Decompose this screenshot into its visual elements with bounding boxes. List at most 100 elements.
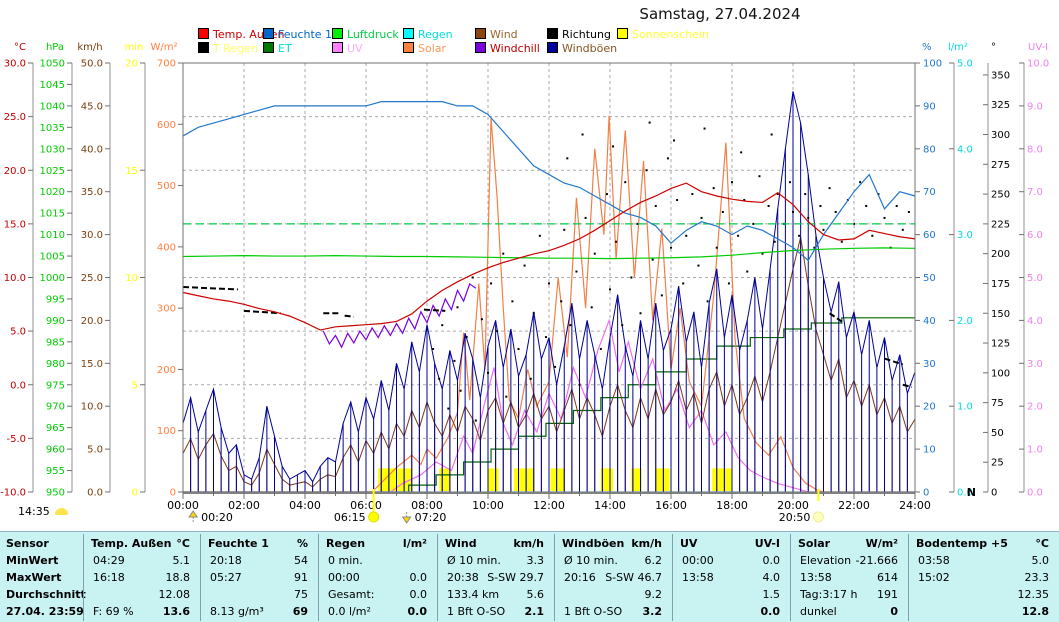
axis-label: 1030 [40, 144, 65, 155]
axis-label: 16:00 [655, 499, 687, 512]
axis-label: -10.0 [0, 488, 26, 499]
legend-label: T Regen [213, 42, 258, 55]
summary-table: Sensor MinWert MaxWert Durchschnitt 27.04. 2… [0, 531, 1059, 622]
axis-label: 225 [991, 219, 1010, 230]
table-cell: S-SW 46.7 [605, 571, 662, 584]
sunrise-icon [368, 511, 380, 523]
axis-label: 200 [991, 249, 1010, 260]
table-cell: 9.2 [644, 588, 663, 601]
table-cell: 20:38 [447, 571, 479, 584]
table-cell: 1.5 [762, 588, 781, 601]
legend-item: Windböen [547, 42, 617, 55]
axis-label: 8.0 [1027, 144, 1043, 155]
axis-left-min: min 0 5 10 15 20 [125, 42, 146, 499]
axis-label: 975 [46, 380, 65, 391]
legend-swatch-icon [198, 28, 209, 39]
table-cell: 00:00 [682, 554, 714, 567]
axis-label: 955 [46, 466, 65, 477]
table-cell: Tag:3:17 h [800, 588, 858, 601]
axis-label: 1025 [40, 166, 65, 177]
axis-label: 1010 [40, 230, 65, 241]
legend-item: Regen [403, 28, 453, 41]
legend-swatch-icon [475, 28, 486, 39]
axis-label: 275 [991, 160, 1010, 171]
legend-label: Luftdruck [347, 28, 399, 41]
axis-label: 15 [125, 166, 138, 177]
table-cell: -21.666 [855, 554, 898, 567]
table-cell: Ø 10 min. [564, 554, 618, 567]
table-cell: 27.04. 23:59 [6, 605, 84, 618]
table-cell: 0.0 [407, 605, 428, 618]
table-cell: Solar [798, 537, 831, 550]
axis-label: 50 [923, 273, 936, 284]
table-cell: MaxWert [6, 571, 62, 584]
sunset-icon [812, 511, 824, 523]
legend-swatch-icon [403, 42, 414, 53]
axis-label: 10 [125, 273, 138, 284]
series-uv [183, 318, 915, 493]
axis-label: 0.0 [87, 488, 103, 499]
moonset-arrow-icon [401, 516, 412, 524]
axis-label: 10.0 [4, 273, 26, 284]
table-cell: 2.1 [524, 605, 545, 618]
axis-label: 175 [991, 279, 1010, 290]
axis-label: 08:00 [411, 499, 443, 512]
table-cell: 13:58 [800, 571, 832, 584]
axis-label: 25.0 [81, 273, 103, 284]
axis-label: 02:00 [228, 499, 260, 512]
axis-label: 04:00 [289, 499, 321, 512]
legend-swatch-icon [617, 28, 628, 39]
table-divider [554, 534, 555, 621]
table-cell: km/h [513, 537, 544, 550]
axis-label: 5 [132, 380, 138, 391]
legend-label: Richtung [562, 28, 611, 41]
table-cell: Temp. Außen [91, 537, 172, 550]
series-humidity [182, 101, 916, 262]
table-cell: S-SW 29.7 [487, 571, 544, 584]
axis-label: 325 [991, 100, 1010, 111]
legend-swatch-icon [332, 42, 343, 53]
axis-label: 4.0 [1027, 316, 1043, 327]
axis-label: 00:00 [167, 499, 199, 512]
axis-label: 50 [991, 428, 1004, 439]
table-cell: 0 min. [328, 554, 363, 567]
table-cell: 0.0 [409, 588, 428, 601]
table-cell: 3.2 [642, 605, 663, 618]
table-cell: 5.1 [172, 554, 191, 567]
table-cell: 20:16 [564, 571, 596, 584]
axis-label: 1020 [40, 187, 65, 198]
table-cell: 15:02 [918, 571, 950, 584]
legend-swatch-icon [198, 42, 209, 53]
axis-label: 2.0 [957, 316, 973, 327]
axis-label: 5.0 [10, 327, 26, 338]
legend-swatch-icon [547, 28, 558, 39]
axis-label: 80 [923, 144, 936, 155]
axis-label: 0.0 [957, 488, 973, 499]
table-cell: 1 Bft O-SO [564, 605, 623, 618]
axis-label: 90 [923, 101, 936, 112]
table-cell: 5.0 [1031, 554, 1050, 567]
legend-swatch-icon [403, 28, 414, 39]
legend-item: Feuchte 1 [263, 28, 332, 41]
table-divider [790, 534, 791, 621]
axis-label: 75 [991, 398, 1004, 409]
axis-label: 400 [157, 242, 176, 253]
axis-label: 40 [923, 316, 936, 327]
axis-label: 5.0 [957, 59, 973, 70]
axis-right-lm2: l/m² 0.0 1.0 2.0 3.0 4.0 5.0 [948, 42, 973, 499]
table-cell: MinWert [6, 554, 59, 567]
table-cell: 6.2 [644, 554, 663, 567]
moon-icon [54, 508, 68, 515]
table-cell: °C [176, 537, 190, 550]
table-cell: dunkel [800, 605, 837, 618]
table-cell: 05:27 [210, 571, 242, 584]
axis-label: 50.0 [81, 59, 103, 70]
axis-label: 5.0 [87, 445, 103, 456]
table-cell: l/m² [402, 537, 427, 550]
axis-label: 1050 [40, 59, 65, 70]
axis-label: 45.0 [81, 101, 103, 112]
table-cell: Regen [326, 537, 366, 550]
axis-label: 990 [46, 316, 65, 327]
table-divider [908, 534, 909, 621]
